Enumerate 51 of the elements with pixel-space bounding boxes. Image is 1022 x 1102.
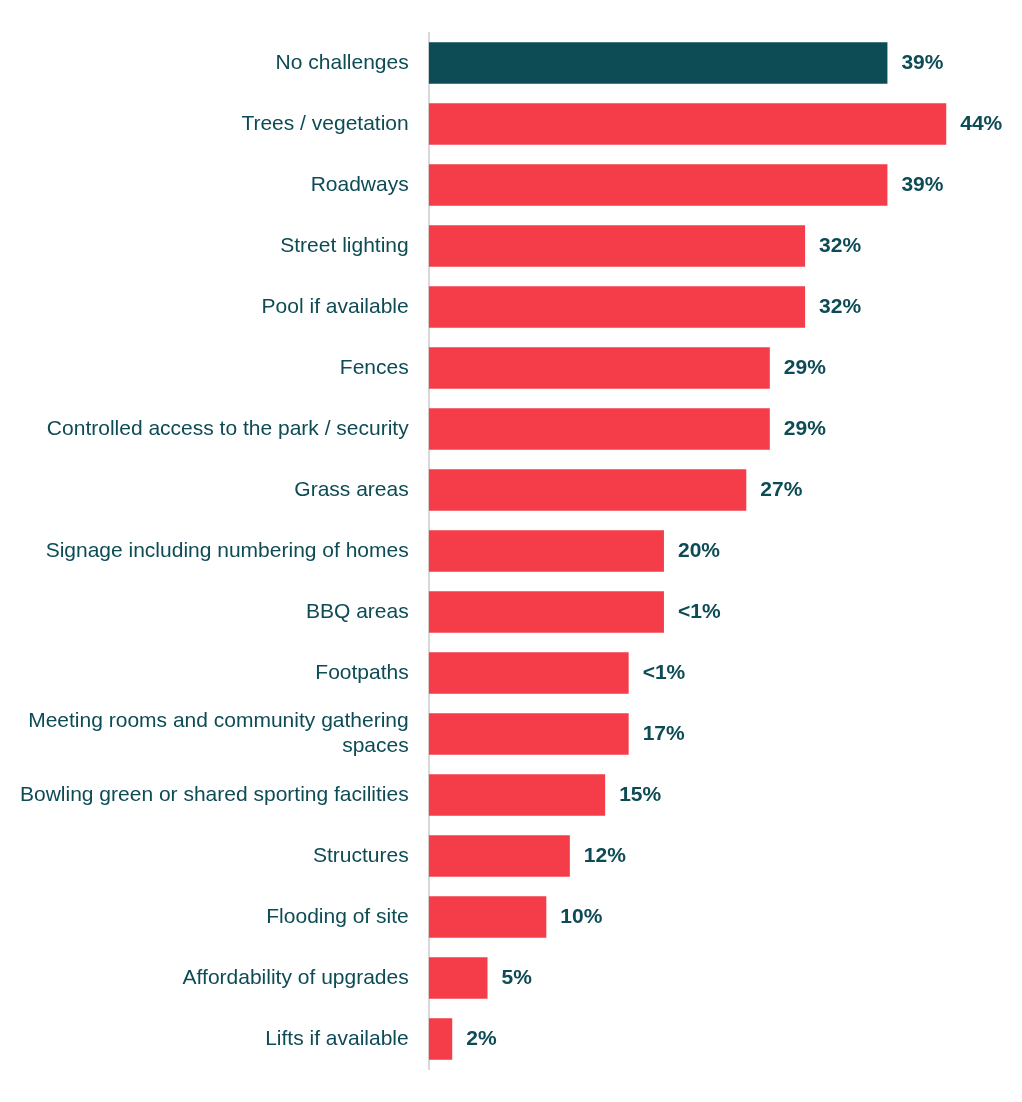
data-label: 20% — [677, 537, 721, 561]
data-label: 27% — [760, 476, 803, 500]
y-tick-label: Flooding of site — [266, 903, 409, 927]
data-label: 17% — [642, 720, 686, 744]
data-label: 32% — [819, 293, 862, 317]
bar — [428, 652, 629, 694]
data-label: 29% — [783, 415, 827, 439]
bar — [428, 347, 770, 389]
bar — [428, 103, 947, 145]
y-tick-label: Lifts if available — [265, 1025, 409, 1049]
data-label: 39% — [901, 49, 944, 73]
y-tick-label: Controlled access to the park / security — [46, 415, 410, 439]
bar — [428, 164, 888, 206]
y-tick-label: Signage including numbering of homes — [45, 537, 409, 561]
bar — [428, 713, 629, 755]
y-tick-label: Meeting rooms and community gathering spaces — [28, 708, 409, 757]
data-label: <1% — [677, 598, 721, 622]
y-tick-label: Bowling green or shared sporting facilities — [19, 781, 409, 805]
y-tick-label: Footpaths — [315, 659, 409, 683]
data-label: 44% — [960, 110, 1003, 134]
y-tick-label: Trees / vegetation — [241, 110, 409, 134]
data-label: 5% — [501, 964, 533, 988]
bar — [428, 530, 664, 572]
y-tick-label: Affordability of upgrades — [182, 964, 409, 988]
data-label: 32% — [819, 232, 862, 256]
y-tick-label: Pool if available — [261, 293, 409, 317]
bar — [428, 286, 806, 328]
bar — [428, 835, 570, 877]
y-tick-label: Roadways — [310, 171, 409, 195]
bar — [428, 774, 606, 816]
y-tick-label: BBQ areas — [305, 598, 409, 622]
bar — [428, 42, 888, 84]
data-label: 29% — [783, 354, 827, 378]
bar — [428, 225, 806, 267]
y-tick-label: Structures — [313, 842, 409, 866]
data-label: 12% — [583, 842, 627, 866]
data-label: 15% — [619, 781, 662, 805]
y-tick-label: Grass areas — [294, 476, 409, 500]
bar — [428, 408, 770, 450]
y-tick-label: Street lighting — [280, 232, 409, 256]
y-tick-label: Fences — [339, 354, 409, 378]
bar — [428, 957, 488, 999]
y-tick-label: No challenges — [275, 49, 409, 73]
bar — [428, 591, 664, 633]
bar — [428, 896, 547, 938]
data-label: <1% — [642, 659, 686, 683]
data-label: 39% — [901, 171, 944, 195]
bar — [428, 469, 747, 511]
data-label: 2% — [466, 1025, 497, 1049]
data-label: 10% — [560, 903, 603, 927]
bar — [428, 1018, 453, 1060]
